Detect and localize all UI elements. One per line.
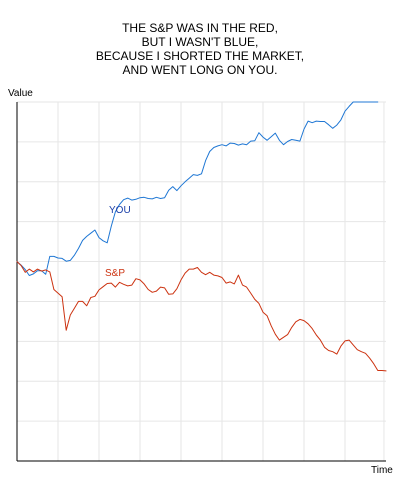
series-line-sp — [16, 261, 387, 372]
axes — [16, 102, 386, 462]
series-line-you — [16, 101, 379, 276]
series-label-sp: S&P — [105, 268, 125, 279]
x-axis-label: Time — [371, 465, 393, 476]
gridlines — [17, 101, 386, 461]
series-lines — [16, 101, 387, 372]
title-line: BECAUSE I SHORTED THE MARKET, — [96, 49, 304, 63]
chart-title: THE S&P WAS IN THE RED,BUT I WASN'T BLUE… — [96, 21, 304, 77]
title-line: AND WENT LONG ON YOU. — [123, 63, 278, 77]
series-label-you: YOU — [109, 205, 131, 216]
title-line: THE S&P WAS IN THE RED, — [122, 21, 278, 35]
series-labels: YOU S&P — [105, 205, 131, 279]
title-line: BUT I WASN'T BLUE, — [142, 35, 259, 49]
y-axis-label: Value — [8, 88, 33, 99]
